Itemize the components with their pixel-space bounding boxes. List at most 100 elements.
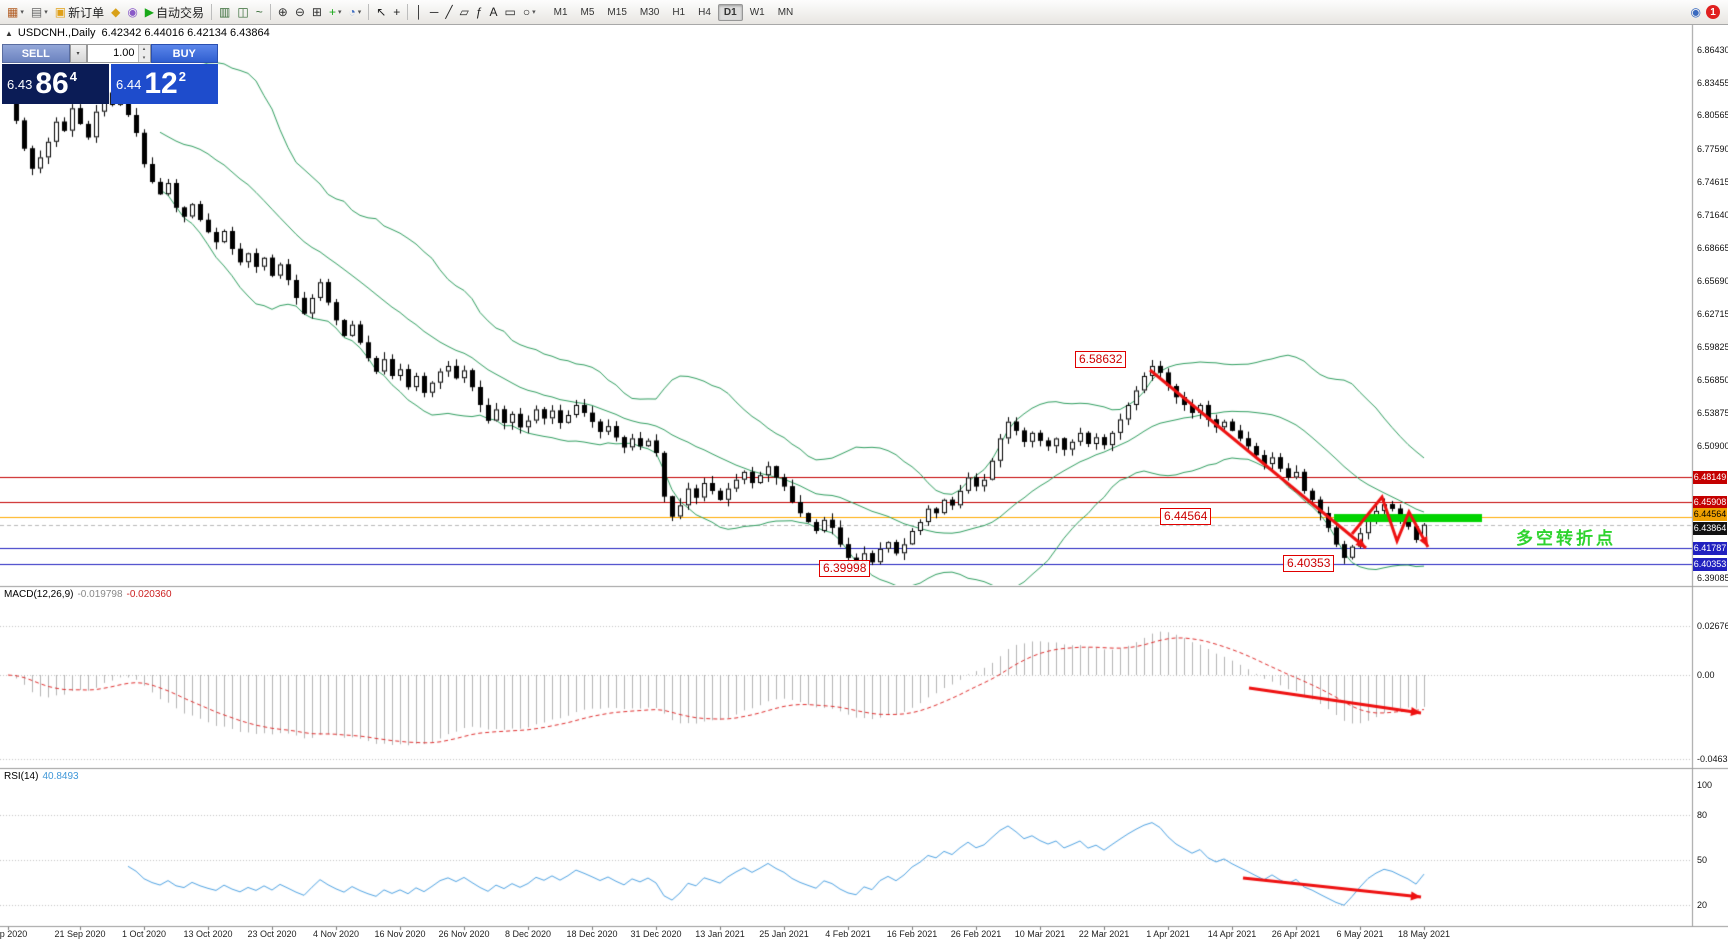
dropdown-icon: ▾ [532, 9, 536, 16]
shapes-button[interactable]: ○ ▾ [520, 2, 539, 22]
timeframe-toolbar: M1 M5 M15 M30 H1 H4 D1 W1 MN [548, 3, 800, 21]
dropdown-icon: ▾ [337, 9, 342, 16]
new-order-label: 新订单 [68, 5, 105, 20]
autotrading-icon: ▶ [144, 5, 155, 19]
equidistant-channel-button[interactable]: ▱ [457, 2, 472, 22]
text-icon: A [489, 5, 498, 19]
rsi-name: RSI(14) [4, 771, 39, 782]
horizontal-line-button[interactable]: ─ [427, 2, 442, 22]
volume-up-icon[interactable]: ▴ [138, 45, 150, 54]
toolbar-separator [407, 4, 409, 20]
macd-panel-label: MACD(12,26,9) -0.019798 -0.020360 [4, 589, 172, 600]
volume-spinner[interactable]: ▴ ▾ [137, 45, 150, 62]
autotrading-label: 自动交易 [156, 5, 205, 20]
rsi-value: 40.8493 [42, 771, 79, 782]
crosshair-icon: + [393, 5, 401, 19]
sell-price-big: 86 [35, 67, 69, 100]
toolbar-separator [211, 4, 213, 20]
community-button[interactable]: ◉ [124, 2, 140, 22]
rsi-panel-label: RSI(14) 40.8493 [4, 771, 79, 782]
sell-price-panel[interactable]: 6.43 86 4 [2, 64, 109, 104]
mailbox-button[interactable]: ◆ [108, 2, 123, 22]
zoom-out-icon: ⊖ [294, 5, 305, 19]
chart-candles-icon: ◫ [237, 5, 249, 19]
volume-input[interactable]: 1.00 ▴ ▾ [86, 44, 151, 63]
new-chart-icon: ▦ [7, 5, 19, 19]
buy-button[interactable]: BUY [150, 44, 218, 63]
chart-bars-button[interactable]: ▥ [216, 2, 233, 22]
sell-price-sup: 4 [69, 69, 77, 84]
crosshair-button[interactable]: + [390, 2, 403, 22]
vertical-line-button[interactable]: │ [412, 2, 426, 22]
timeframe-d1-button[interactable]: D1 [717, 3, 743, 21]
buy-price-sup: 2 [178, 69, 186, 84]
timeframe-h4-button[interactable]: H4 [698, 6, 711, 18]
shapes-icon: ○ [522, 5, 531, 19]
timeframe-mn-button[interactable]: MN [777, 6, 794, 18]
zoom-out-button[interactable]: ⊖ [292, 2, 308, 22]
periods-icon: ◔ [348, 5, 356, 19]
zoom-in-button[interactable]: ⊕ [275, 2, 291, 22]
macd-name: MACD(12,26,9) [4, 589, 74, 600]
periods-button[interactable]: ◔ ▾ [345, 2, 364, 22]
fibonacci-icon: ƒ [475, 5, 483, 19]
toolbar-separator [368, 4, 370, 20]
chart-candles-button[interactable]: ◫ [234, 2, 251, 22]
trendline-button[interactable]: ╱ [442, 2, 455, 22]
indicators-icon: + [328, 5, 336, 19]
sell-price-prefix: 6.43 [7, 76, 33, 92]
timeframe-m30-button[interactable]: M30 [639, 6, 660, 18]
toolbar: ▦ ▾ ▤ ▾ ▣ 新订单 ◆ ◉ ▶ 自动交易 ▥ ◫ ~ ⊕ ⊖ ⊞ + ▾ ◔ ▾ ↖ + │ ─ ╱ ▱ ƒ A ▭ ○ ▾ M1 M5… [0, 0, 1728, 25]
profiles-button[interactable]: ▤ ▾ [28, 2, 51, 22]
buy-price-big: 12 [144, 67, 178, 100]
chart-symbol-period: USDCNH.,Daily [17, 27, 96, 39]
cursor-button[interactable]: ↖ [373, 2, 389, 22]
alerts-icon[interactable]: ◉ [1690, 5, 1701, 19]
chart-line-icon: ~ [255, 5, 263, 19]
trendline-icon: ╱ [445, 5, 453, 19]
text-label-button[interactable]: ▭ [502, 2, 519, 22]
chart-ohlc-values: 6.42342 6.44016 6.42134 6.43864 [101, 27, 270, 39]
volume-dropdown-button[interactable]: ▾ [69, 44, 87, 63]
dropdown-icon: ▾ [44, 9, 48, 16]
zoom-in-icon: ⊕ [277, 5, 288, 19]
indicators-button[interactable]: + ▾ [326, 2, 345, 22]
sell-button[interactable]: SELL [2, 44, 70, 63]
new-order-button[interactable]: ▣ 新订单 [52, 2, 107, 22]
timeframe-h1-button[interactable]: H1 [672, 6, 686, 18]
chart-title: ▲ USDCNH.,Daily 6.42342 6.44016 6.42134 6.… [5, 27, 270, 39]
buy-price-prefix: 6.44 [116, 76, 142, 92]
collapse-icon[interactable]: ▲ [5, 29, 13, 38]
macd-value-2: -0.020360 [126, 589, 172, 600]
dropdown-icon: ▾ [357, 9, 362, 16]
toolbar-right: ◉ 1 [1691, 5, 1724, 19]
timeframe-m5-button[interactable]: M5 [580, 6, 595, 18]
chart-line-button[interactable]: ~ [253, 2, 266, 22]
macd-value-1: -0.019798 [77, 589, 123, 600]
timeframe-m1-button[interactable]: M1 [553, 6, 568, 18]
tile-windows-button[interactable]: ⊞ [309, 2, 325, 22]
cursor-icon: ↖ [376, 5, 387, 19]
mailbox-icon: ◆ [111, 5, 121, 19]
vertical-line-icon: │ [415, 5, 423, 19]
text-button[interactable]: A [486, 2, 500, 22]
chart-bars-icon: ▥ [219, 5, 231, 19]
horizontal-line-icon: ─ [429, 5, 439, 19]
turning-point-note[interactable]: 多空转折点 [1516, 529, 1616, 548]
community-icon: ◉ [127, 5, 138, 19]
one-click-trading-widget: SELL ▾ 1.00 ▴ ▾ BUY 6.43 86 4 6.44 12 2 [2, 44, 218, 104]
timeframe-w1-button[interactable]: W1 [749, 6, 765, 18]
notification-badge[interactable]: 1 [1706, 5, 1720, 19]
new-chart-button[interactable]: ▦ ▾ [4, 2, 27, 22]
tile-windows-icon: ⊞ [311, 5, 322, 19]
volume-down-icon[interactable]: ▾ [138, 53, 150, 62]
toolbar-separator [269, 4, 271, 20]
volume-value: 1.00 [113, 47, 135, 59]
new-order-icon: ▣ [54, 5, 67, 19]
timeframe-m15-button[interactable]: M15 [607, 6, 627, 18]
autotrading-button[interactable]: ▶ 自动交易 [142, 2, 207, 22]
fibonacci-button[interactable]: ƒ [473, 2, 486, 22]
buy-price-panel[interactable]: 6.44 12 2 [111, 64, 218, 104]
